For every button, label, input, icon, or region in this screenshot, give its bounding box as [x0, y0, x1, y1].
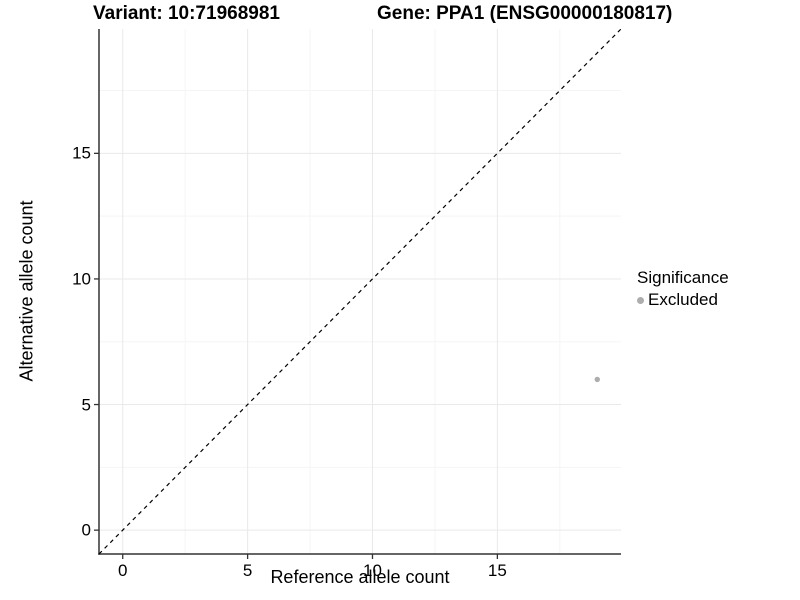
- gene-title: Gene: PPA1 (ENSG00000180817): [377, 3, 673, 24]
- x-tick-label: 5: [242, 561, 253, 580]
- legend-item-excluded: Excluded: [637, 290, 729, 310]
- y-axis-title: Alternative allele count: [16, 200, 37, 382]
- y-tick-label: 15: [72, 143, 91, 163]
- legend-item-label: Excluded: [648, 290, 718, 309]
- legend: Significance Excluded: [637, 268, 729, 310]
- x-tick-label: 15: [487, 561, 507, 580]
- legend-key-dot-icon: [637, 296, 644, 304]
- identity-dashed-line: [98, 28, 622, 555]
- y-tick-label: 10: [72, 269, 91, 289]
- y-tick-label: 5: [81, 395, 91, 415]
- x-tick-label: 0: [117, 561, 128, 580]
- y-tick-label: 0: [81, 520, 91, 540]
- x-axis-title: Reference allele count: [270, 567, 450, 587]
- variant-title: Variant: 10:71968981: [93, 3, 280, 24]
- legend-title: Significance: [637, 268, 729, 287]
- data-point: [594, 376, 600, 383]
- x-tick-label: 10: [363, 561, 382, 580]
